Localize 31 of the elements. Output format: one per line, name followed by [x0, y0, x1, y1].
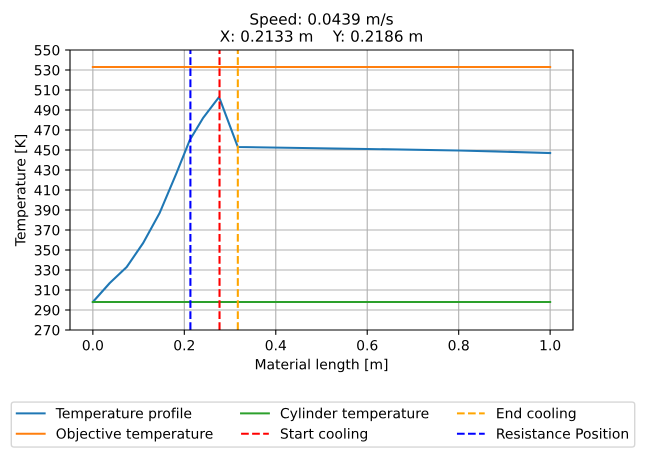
y-tick-label: 370	[34, 224, 60, 236]
y-tick-label: 470	[34, 124, 60, 136]
y-tick-label: 530	[34, 64, 60, 76]
x-tick-label: 0.4	[266, 340, 286, 350]
y-tick-label: 430	[34, 164, 60, 176]
legend-label: Temperature profile	[56, 408, 192, 422]
y-tick-label: 510	[34, 84, 60, 96]
x-axis-title: Material length [m]	[256, 358, 388, 372]
line-series	[92, 96, 552, 304]
x-tick-label: 1.0	[540, 340, 560, 350]
legend-label: Objective temperature	[56, 428, 213, 442]
x-tick-label: 0.2	[174, 340, 194, 350]
y-tick-label: 550	[34, 44, 60, 56]
y-tick-label: 390	[34, 204, 60, 216]
y-tick-label: 330	[34, 264, 60, 276]
legend-label: End cooling	[497, 408, 576, 422]
y-axis-title: Temperature [K]	[14, 135, 28, 246]
legend-label: Start cooling	[280, 428, 368, 442]
y-tick-label: 310	[34, 284, 60, 296]
y-tick-label: 490	[34, 104, 60, 116]
y-tick-label: 450	[34, 144, 60, 156]
y-tick-label: 350	[34, 244, 60, 256]
x-tick-label: 0.8	[448, 340, 469, 350]
legend-label: Cylinder temperature	[280, 408, 428, 422]
chart-title: Speed: 0.0439 m/s X: 0.2133 m Y: 0.2186 m	[220, 12, 422, 42]
x-tick-label: 0.0	[82, 340, 103, 350]
legend-label: Resistance Position	[497, 428, 628, 439]
x-tick-label: 0.6	[357, 340, 378, 350]
y-tick-label: 290	[34, 304, 60, 316]
y-tick-label: 410	[34, 184, 60, 196]
y-tick-label: 270	[34, 324, 60, 336]
